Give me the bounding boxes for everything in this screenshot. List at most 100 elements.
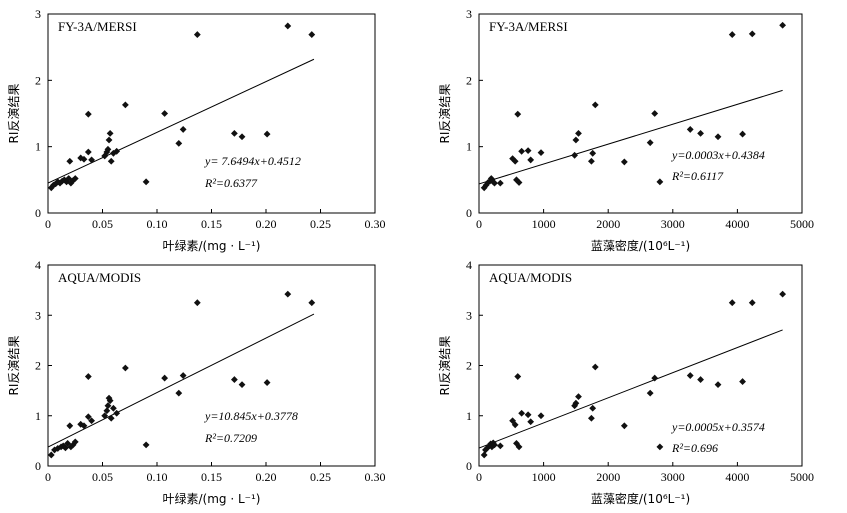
- data-point: [263, 130, 271, 138]
- data-point: [697, 376, 704, 383]
- data-point: [591, 363, 599, 371]
- x-tick-label: 0.20: [256, 217, 277, 231]
- data-point: [175, 139, 183, 147]
- data-point: [103, 407, 111, 415]
- data-point: [496, 442, 504, 450]
- data-point: [84, 413, 92, 421]
- data-point: [739, 378, 746, 385]
- data-point: [308, 31, 316, 38]
- data-point: [52, 180, 60, 188]
- r-squared-label: R²=0.696: [671, 441, 718, 455]
- x-tick-label: 1000: [532, 470, 556, 484]
- data-point: [80, 422, 88, 430]
- data-point: [656, 443, 664, 451]
- data-point: [66, 157, 74, 165]
- data-point: [656, 178, 664, 186]
- y-axis-label: RI反演结果: [437, 336, 452, 396]
- data-point: [121, 364, 129, 372]
- data-point: [646, 139, 654, 147]
- data-point: [515, 179, 523, 186]
- data-point: [84, 148, 92, 156]
- data-point: [113, 147, 121, 155]
- data-point: [518, 409, 526, 417]
- data-point: [284, 22, 292, 30]
- data-point: [142, 441, 150, 449]
- x-tick-label: 0.20: [256, 470, 277, 484]
- y-tick-label: 4: [35, 258, 41, 272]
- data-point: [491, 441, 498, 449]
- regression-equation: y=0.0003x+0.4384: [671, 148, 765, 162]
- data-point: [284, 290, 292, 298]
- data-point: [537, 149, 545, 157]
- x-tick-label: 0: [476, 217, 482, 231]
- x-axis-label: 叶绿素/(mg · L⁻¹): [163, 238, 261, 253]
- x-axis-label: 蓝藻密度/(10⁶L⁻¹): [591, 491, 690, 506]
- data-point: [779, 290, 787, 298]
- data-point: [193, 31, 201, 38]
- panel-title: AQUA/MODIS: [58, 270, 141, 285]
- data-point: [105, 136, 113, 144]
- data-point: [537, 412, 545, 420]
- data-point: [524, 147, 532, 155]
- y-tick-label: 3: [35, 7, 41, 21]
- x-tick-label: 0.05: [92, 470, 113, 484]
- y-tick-label: 3: [35, 308, 41, 322]
- data-point: [714, 381, 722, 388]
- data-point: [121, 101, 129, 109]
- x-tick-label: 0.10: [147, 470, 168, 484]
- y-tick-label: 3: [466, 308, 472, 322]
- data-point: [47, 451, 55, 459]
- data-point: [88, 417, 95, 425]
- x-tick-label: 0.10: [147, 217, 168, 231]
- data-point: [161, 374, 169, 382]
- data-point: [263, 379, 271, 386]
- data-point: [113, 409, 121, 417]
- plot-frame: [478, 264, 803, 467]
- data-point: [63, 178, 70, 186]
- y-tick-label: 0: [466, 206, 472, 220]
- data-point: [104, 402, 112, 410]
- regression-equation: y=10.845x+0.3778: [204, 409, 298, 423]
- regression-equation: y= 7.6494x+0.4512: [204, 154, 301, 168]
- data-point: [142, 178, 150, 186]
- panel-title: FY-3A/MERSI: [489, 19, 568, 34]
- data-point: [106, 130, 114, 137]
- y-axis-label: RI反演结果: [6, 84, 21, 144]
- chart-panel-4: 0 1000 2000 3000 4000 5000 0 1 2 3 4 蓝藻密度/(10⁶L⁻¹) R…: [437, 258, 814, 506]
- data-point: [651, 110, 659, 117]
- data-point: [230, 130, 238, 137]
- chart-panel-1: 0 0.05 0.10 0.15 0.20 0.25 0.30 0 1 2 3 叶绿素/(mg · L…: [6, 7, 386, 253]
- y-tick-label: 1: [35, 140, 41, 154]
- data-point: [66, 422, 74, 430]
- data-point: [588, 414, 595, 422]
- data-point: [65, 175, 73, 182]
- data-point: [779, 21, 787, 29]
- r-squared-label: R²=0.6377: [204, 176, 258, 190]
- data-point: [591, 101, 599, 109]
- data-point: [575, 130, 582, 137]
- data-point: [308, 299, 316, 307]
- x-tick-label: 0.15: [201, 217, 222, 231]
- data-point: [84, 373, 92, 380]
- r-squared-label: R²=0.7209: [204, 431, 257, 445]
- data-point: [728, 31, 736, 38]
- data-point: [193, 299, 201, 307]
- data-point: [175, 389, 183, 397]
- x-tick-label: 0: [476, 470, 482, 484]
- data-point: [514, 110, 522, 118]
- y-tick-label: 3: [466, 7, 472, 21]
- data-point: [106, 397, 114, 405]
- y-tick-label: 4: [466, 258, 472, 272]
- data-point: [71, 438, 79, 446]
- data-point: [84, 110, 92, 118]
- data-point: [728, 299, 736, 307]
- data-point: [238, 381, 246, 388]
- data-point: [511, 157, 519, 165]
- x-tick-label: 0: [45, 470, 51, 484]
- panel-title: FY-3A/MERSI: [58, 19, 137, 34]
- data-point: [101, 412, 109, 420]
- x-tick-label: 4000: [725, 217, 749, 231]
- data-point: [238, 133, 246, 141]
- data-point: [104, 145, 112, 153]
- regression-equation: y=0.0005x+0.3574: [671, 420, 765, 434]
